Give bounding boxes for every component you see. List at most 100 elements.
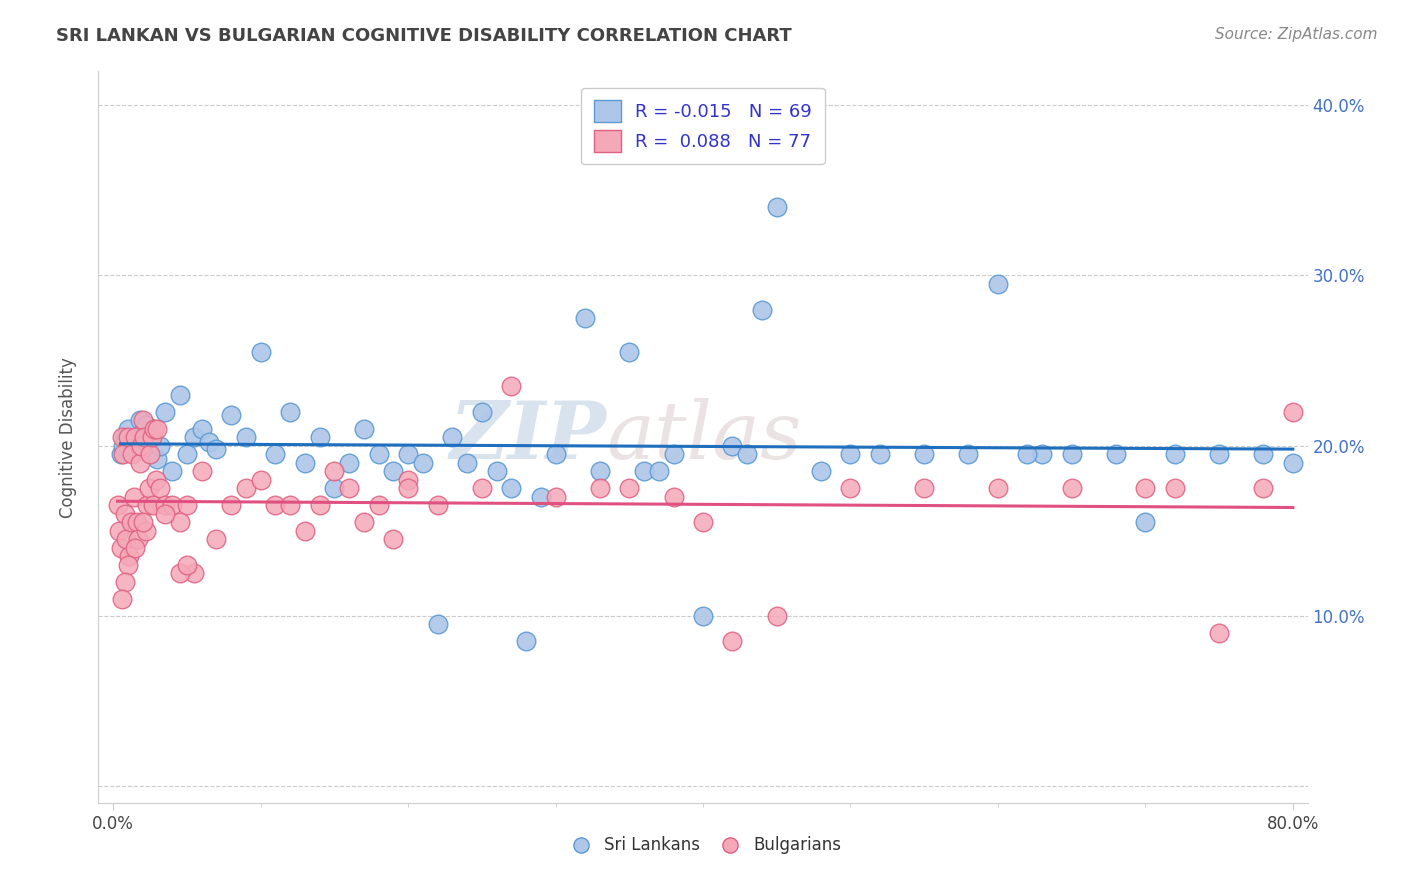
Point — [135, 418, 157, 433]
Point — [1282, 404, 1305, 418]
Point — [131, 425, 153, 439]
Point — [501, 379, 523, 393]
Point — [456, 456, 478, 470]
Point — [110, 447, 132, 461]
Point — [396, 481, 419, 495]
Point — [839, 447, 862, 461]
Point — [131, 515, 153, 529]
Point — [396, 473, 419, 487]
Point — [1105, 447, 1128, 461]
Point — [751, 302, 773, 317]
Point — [735, 447, 758, 461]
Point — [501, 481, 523, 495]
Point — [869, 447, 891, 461]
Point — [912, 481, 935, 495]
Point — [128, 456, 150, 470]
Point — [765, 201, 787, 215]
Point — [117, 421, 139, 435]
Point — [294, 456, 316, 470]
Point — [153, 507, 176, 521]
Point — [323, 481, 346, 495]
Point — [124, 541, 146, 555]
Point — [396, 447, 419, 461]
Point — [485, 464, 508, 478]
Point — [139, 430, 162, 444]
Point — [107, 498, 129, 512]
Point — [124, 430, 146, 444]
Text: SRI LANKAN VS BULGARIAN COGNITIVE DISABILITY CORRELATION CHART: SRI LANKAN VS BULGARIAN COGNITIVE DISABI… — [56, 27, 792, 45]
Point — [308, 498, 330, 512]
Point — [574, 311, 596, 326]
Point — [112, 439, 135, 453]
Point — [721, 634, 744, 648]
Point — [205, 532, 228, 546]
Point — [235, 430, 257, 444]
Point — [153, 404, 176, 418]
Point — [219, 408, 242, 422]
Point — [912, 447, 935, 461]
Point — [111, 591, 134, 606]
Point — [176, 498, 198, 512]
Point — [337, 481, 360, 495]
Point — [128, 413, 150, 427]
Point — [127, 532, 149, 546]
Point — [721, 439, 744, 453]
Point — [471, 404, 494, 418]
Point — [382, 532, 405, 546]
Point — [278, 404, 301, 418]
Point — [589, 481, 612, 495]
Point — [1164, 447, 1187, 461]
Point — [169, 515, 191, 529]
Point — [412, 456, 434, 470]
Point — [987, 277, 1010, 291]
Point — [619, 345, 641, 359]
Point — [515, 634, 537, 648]
Point — [111, 430, 134, 444]
Point — [146, 421, 169, 435]
Point — [153, 498, 176, 512]
Point — [1282, 456, 1305, 470]
Point — [129, 439, 152, 453]
Point — [134, 430, 156, 444]
Point — [264, 447, 287, 461]
Point — [619, 481, 641, 495]
Text: atlas: atlas — [606, 399, 801, 475]
Point — [117, 558, 139, 572]
Point — [765, 608, 787, 623]
Point — [426, 498, 449, 512]
Point — [117, 430, 139, 444]
Point — [183, 566, 205, 581]
Point — [110, 541, 132, 555]
Point — [205, 442, 228, 456]
Point — [183, 430, 205, 444]
Point — [143, 421, 166, 435]
Point — [120, 435, 142, 450]
Point — [190, 421, 212, 435]
Legend: Sri Lankans, Bulgarians: Sri Lankans, Bulgarians — [558, 829, 848, 860]
Point — [146, 452, 169, 467]
Point — [142, 498, 165, 512]
Point — [839, 481, 862, 495]
Point — [198, 435, 221, 450]
Point — [1135, 515, 1157, 529]
Point — [249, 473, 271, 487]
Point — [471, 481, 494, 495]
Point — [176, 447, 198, 461]
Point — [367, 498, 389, 512]
Point — [441, 430, 464, 444]
Point — [136, 498, 159, 512]
Point — [190, 464, 212, 478]
Point — [1060, 447, 1083, 461]
Point — [1060, 481, 1083, 495]
Point — [114, 574, 136, 589]
Point — [121, 447, 143, 461]
Point — [118, 549, 141, 563]
Point — [987, 481, 1010, 495]
Point — [176, 558, 198, 572]
Point — [337, 456, 360, 470]
Point — [308, 430, 330, 444]
Point — [125, 515, 148, 529]
Point — [149, 439, 172, 453]
Point — [114, 430, 136, 444]
Point — [139, 447, 162, 461]
